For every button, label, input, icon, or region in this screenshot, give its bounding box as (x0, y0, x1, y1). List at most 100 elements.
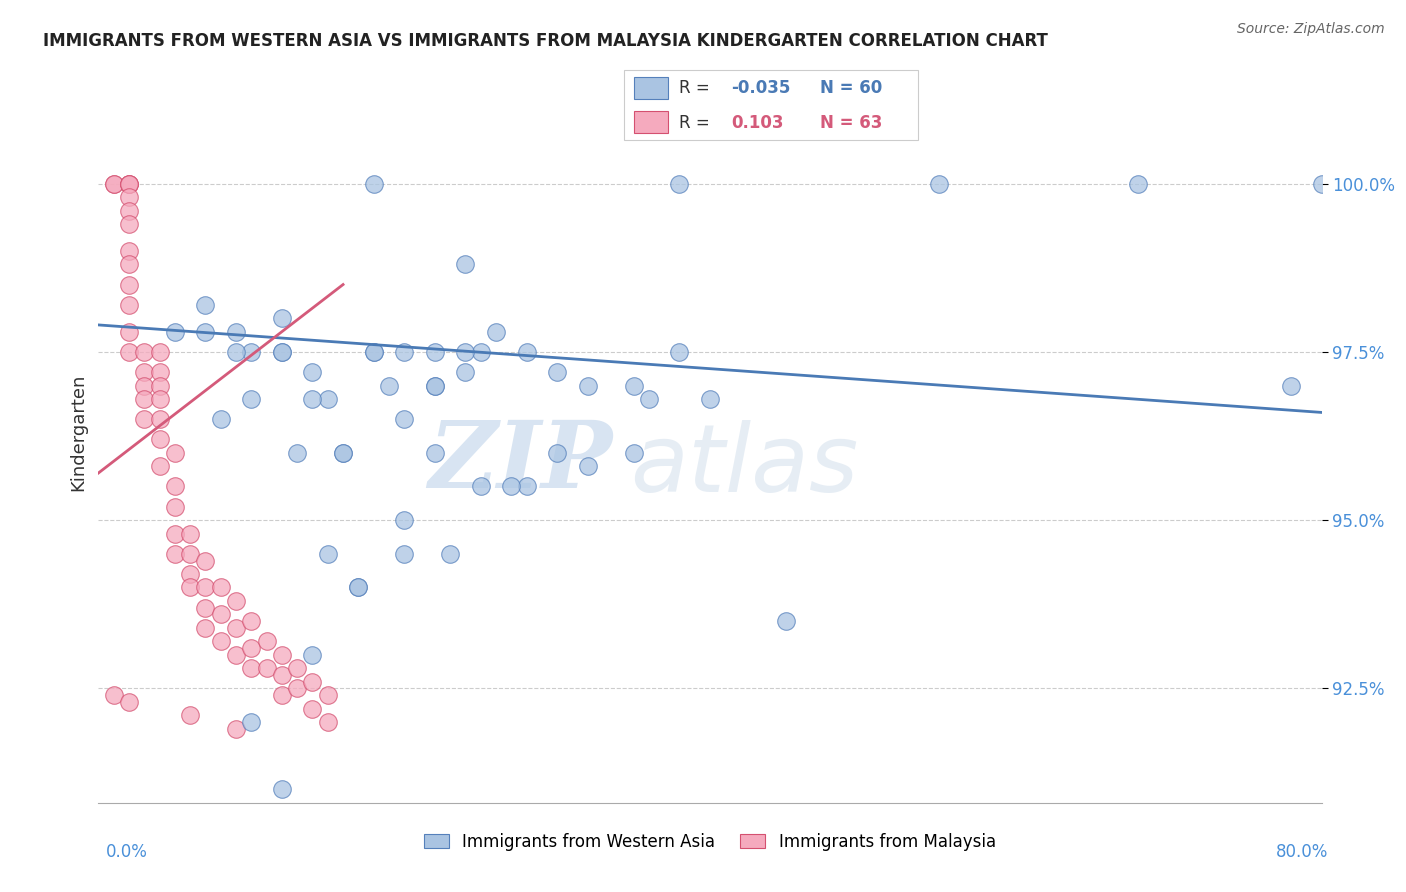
Point (134, 378, 156, 392)
Point (270, 668, 292, 682)
Point (392, 344, 416, 359)
Point (163, 500, 186, 514)
Point (256, 661, 278, 675)
Point (209, 607, 232, 622)
Text: 0.0%: 0.0% (105, 843, 148, 861)
Point (392, 412, 416, 426)
Text: 80.0%: 80.0% (1277, 843, 1329, 861)
Point (270, 344, 292, 359)
Text: atlas: atlas (630, 420, 859, 511)
Point (179, 547, 201, 561)
Point (118, 244, 141, 258)
Text: N = 60: N = 60 (820, 79, 883, 97)
Point (623, 378, 645, 392)
Point (118, 325, 141, 339)
Point (179, 566, 201, 581)
Point (347, 581, 370, 595)
Point (470, 479, 492, 493)
Point (301, 648, 323, 662)
Text: N = 63: N = 63 (820, 114, 883, 132)
Point (118, 257, 141, 271)
Point (546, 446, 568, 460)
Legend: Immigrants from Western Asia, Immigrants from Malaysia: Immigrants from Western Asia, Immigrants… (418, 826, 1002, 857)
Point (118, 344, 141, 359)
Point (118, 695, 141, 709)
Point (134, 412, 156, 426)
Bar (624, 70, 918, 140)
Text: Source: ZipAtlas.com: Source: ZipAtlas.com (1237, 22, 1385, 37)
Point (301, 392, 323, 406)
Point (928, 177, 950, 191)
Point (163, 526, 186, 541)
Point (134, 344, 156, 359)
Point (423, 378, 446, 392)
Point (637, 392, 661, 406)
Point (285, 661, 308, 675)
Text: IMMIGRANTS FROM WESTERN ASIA VS IMMIGRANTS FROM MALAYSIA KINDERGARTEN CORRELATIO: IMMIGRANTS FROM WESTERN ASIA VS IMMIGRAN… (44, 32, 1049, 50)
Point (285, 446, 308, 460)
Point (240, 344, 263, 359)
Point (516, 344, 538, 359)
Text: -0.035: -0.035 (731, 79, 790, 97)
Point (270, 311, 292, 326)
Point (363, 344, 385, 359)
Bar (634, 111, 668, 133)
Point (209, 412, 232, 426)
Point (576, 459, 599, 474)
Point (209, 634, 232, 648)
Point (454, 344, 477, 359)
Point (149, 378, 172, 392)
Point (179, 526, 201, 541)
Point (576, 378, 599, 392)
Point (225, 722, 247, 736)
Point (301, 701, 323, 715)
Point (163, 325, 186, 339)
Point (316, 547, 339, 561)
Point (179, 708, 201, 723)
Point (118, 190, 141, 204)
Point (225, 621, 247, 635)
Point (363, 177, 385, 191)
Point (516, 479, 538, 493)
Point (194, 298, 217, 312)
Point (118, 177, 141, 191)
Point (423, 344, 446, 359)
Point (423, 446, 446, 460)
Point (240, 640, 263, 655)
Point (149, 392, 172, 406)
Point (378, 378, 401, 392)
Point (301, 365, 323, 379)
Point (668, 177, 690, 191)
Point (316, 688, 339, 702)
Point (470, 344, 492, 359)
Point (194, 325, 217, 339)
Point (270, 344, 292, 359)
Point (1128, 177, 1150, 191)
Point (1279, 378, 1302, 392)
Point (163, 446, 186, 460)
Point (163, 479, 186, 493)
Text: R =: R = (679, 79, 716, 97)
Point (240, 392, 263, 406)
Point (501, 479, 523, 493)
Bar (634, 78, 668, 99)
Point (103, 177, 125, 191)
Text: ZIP: ZIP (427, 417, 612, 508)
Point (103, 688, 125, 702)
Point (270, 782, 292, 797)
Point (439, 547, 461, 561)
Point (316, 714, 339, 729)
Point (485, 325, 508, 339)
Point (149, 412, 172, 426)
Point (209, 581, 232, 595)
Point (149, 365, 172, 379)
Point (392, 513, 416, 527)
Point (194, 600, 217, 615)
Point (149, 459, 172, 474)
Point (225, 344, 247, 359)
Point (240, 714, 263, 729)
Point (194, 621, 217, 635)
Text: 0.103: 0.103 (731, 114, 783, 132)
Point (668, 344, 690, 359)
Point (332, 446, 354, 460)
